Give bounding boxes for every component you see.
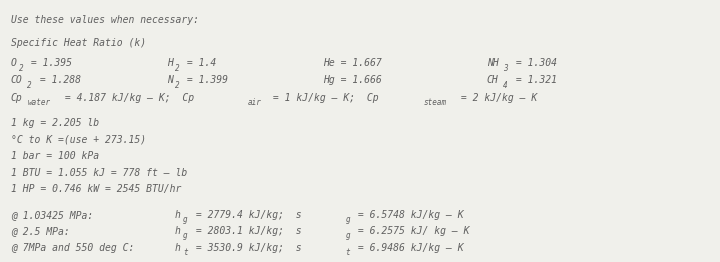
Text: h: h	[175, 210, 181, 220]
Text: 2: 2	[175, 64, 179, 73]
Text: Specific Heat Ratio (k): Specific Heat Ratio (k)	[11, 38, 146, 48]
Text: steam: steam	[423, 98, 446, 107]
Text: t: t	[183, 248, 188, 257]
Text: N: N	[167, 75, 173, 85]
Text: 1 kg = 2.205 lb: 1 kg = 2.205 lb	[11, 118, 99, 128]
Text: He = 1.667: He = 1.667	[323, 58, 382, 68]
Text: = 1.395: = 1.395	[25, 58, 73, 68]
Text: = 2 kJ/kg – K: = 2 kJ/kg – K	[455, 93, 537, 103]
Text: = 3530.9 kJ/kg;  s: = 3530.9 kJ/kg; s	[189, 243, 301, 253]
Text: @ 7MPa and 550 deg C:: @ 7MPa and 550 deg C:	[11, 243, 134, 253]
Text: = 2779.4 kJ/kg;  s: = 2779.4 kJ/kg; s	[189, 210, 301, 220]
Text: h: h	[175, 243, 181, 253]
Text: g: g	[346, 215, 350, 224]
Text: water: water	[27, 98, 50, 107]
Text: CH: CH	[487, 75, 499, 85]
Text: = 1 kJ/kg – K;  Cp: = 1 kJ/kg – K; Cp	[267, 93, 379, 103]
Text: air: air	[248, 98, 262, 107]
Text: @ 2.5 MPa:: @ 2.5 MPa:	[11, 226, 70, 236]
Text: = 2803.1 kJ/kg;  s: = 2803.1 kJ/kg; s	[189, 226, 301, 236]
Text: NH: NH	[487, 58, 499, 68]
Text: = 6.5748 kJ/kg – K: = 6.5748 kJ/kg – K	[352, 210, 464, 220]
Text: 2: 2	[27, 81, 32, 90]
Text: Use these values when necessary:: Use these values when necessary:	[11, 15, 199, 25]
Text: = 1.304: = 1.304	[510, 58, 557, 68]
Text: H: H	[167, 58, 173, 68]
Text: g: g	[183, 231, 188, 240]
Text: Cp: Cp	[11, 93, 22, 103]
Text: = 4.187 kJ/kg – K;  Cp: = 4.187 kJ/kg – K; Cp	[59, 93, 194, 103]
Text: 4: 4	[503, 81, 508, 90]
Text: 1 BTU = 1.055 kJ = 778 ft – lb: 1 BTU = 1.055 kJ = 778 ft – lb	[11, 168, 187, 178]
Text: = 6.9486 kJ/kg – K: = 6.9486 kJ/kg – K	[352, 243, 464, 253]
Text: = 6.2575 kJ/ kg – K: = 6.2575 kJ/ kg – K	[352, 226, 469, 236]
Text: @ 1.03425 MPa:: @ 1.03425 MPa:	[11, 210, 93, 220]
Text: CO: CO	[11, 75, 22, 85]
Text: Hg = 1.666: Hg = 1.666	[323, 75, 382, 85]
Text: = 1.288: = 1.288	[34, 75, 81, 85]
Text: t: t	[346, 248, 350, 257]
Text: 2: 2	[175, 81, 179, 90]
Text: 1 bar = 100 kPa: 1 bar = 100 kPa	[11, 151, 99, 161]
Text: 2: 2	[19, 64, 24, 73]
Text: 1 HP = 0.746 kW = 2545 BTU/hr: 1 HP = 0.746 kW = 2545 BTU/hr	[11, 184, 181, 194]
Text: = 1.4: = 1.4	[181, 58, 217, 68]
Text: g: g	[346, 231, 350, 240]
Text: = 1.399: = 1.399	[181, 75, 228, 85]
Text: °C to K =(use + 273.15): °C to K =(use + 273.15)	[11, 135, 146, 145]
Text: = 1.321: = 1.321	[510, 75, 557, 85]
Text: 3: 3	[503, 64, 508, 73]
Text: h: h	[175, 226, 181, 236]
Text: O: O	[11, 58, 17, 68]
Text: g: g	[183, 215, 188, 224]
